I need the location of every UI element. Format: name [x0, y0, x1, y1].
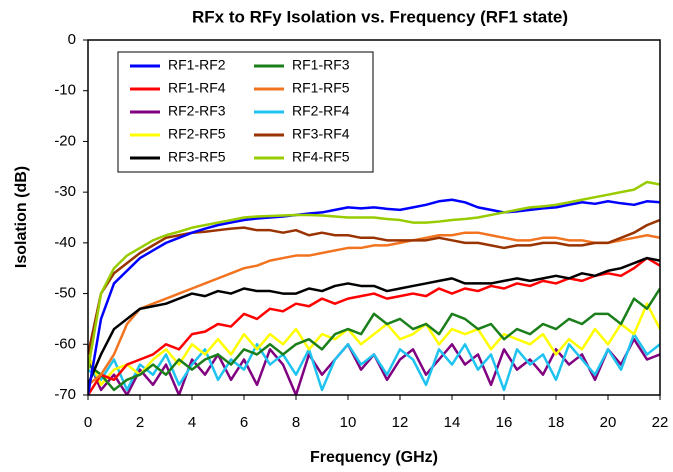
x-tick-label: 10: [340, 414, 357, 431]
legend-label: RF2-RF5: [168, 126, 226, 142]
legend-label: RF2-RF3: [168, 103, 226, 119]
legend-label: RF2-RF4: [292, 103, 350, 119]
legend-label: RF1-RF4: [168, 80, 226, 96]
legend-box: [117, 51, 374, 173]
y-axis-label: Isolation (dB): [13, 166, 30, 268]
legend-label: RF1-RF3: [292, 57, 350, 73]
series-line: [88, 218, 660, 355]
legend-label: RF3-RF4: [292, 126, 350, 142]
series-line: [88, 180, 660, 370]
x-tick-label: 4: [188, 414, 196, 431]
series-line: [88, 256, 660, 395]
y-tick-label: -30: [54, 183, 76, 200]
x-tick-label: 18: [548, 414, 565, 431]
x-tick-label: 14: [444, 414, 461, 431]
x-tick-label: 20: [600, 414, 617, 431]
x-tick-label: 12: [392, 414, 409, 431]
series-line: [88, 287, 660, 392]
x-axis-label: Frequency (GHz): [310, 449, 438, 466]
series-line: [88, 231, 660, 386]
legend-label: RF3-RF5: [168, 149, 226, 165]
series-group: [88, 180, 660, 395]
x-tick-label: 16: [496, 414, 513, 431]
y-tick-label: -50: [54, 285, 76, 302]
y-tick-label: -10: [54, 82, 76, 99]
chart-title: RFx to RFy Isolation vs. Frequency (RF1 …: [192, 7, 568, 26]
plot-border: [87, 39, 661, 396]
series-line: [88, 256, 660, 386]
y-tick-label: 0: [68, 31, 76, 48]
y-tick-label: -70: [54, 386, 76, 403]
y-tick-label: -60: [54, 335, 76, 352]
x-tick-label: 0: [84, 414, 92, 431]
x-tick-label: 2: [136, 414, 144, 431]
y-tick-label: -40: [54, 234, 76, 251]
x-tick-label: 6: [240, 414, 248, 431]
series-line: [88, 332, 660, 392]
legend-label: RF1-RF2: [168, 57, 226, 73]
x-tick-label: 22: [652, 414, 669, 431]
legend-label: RF1-RF5: [292, 80, 350, 96]
series-line: [88, 198, 660, 395]
series-line: [88, 302, 660, 387]
x-tick-label: 8: [292, 414, 300, 431]
y-tick-label: -20: [54, 132, 76, 149]
legend-label: RF4-RF5: [292, 149, 350, 165]
